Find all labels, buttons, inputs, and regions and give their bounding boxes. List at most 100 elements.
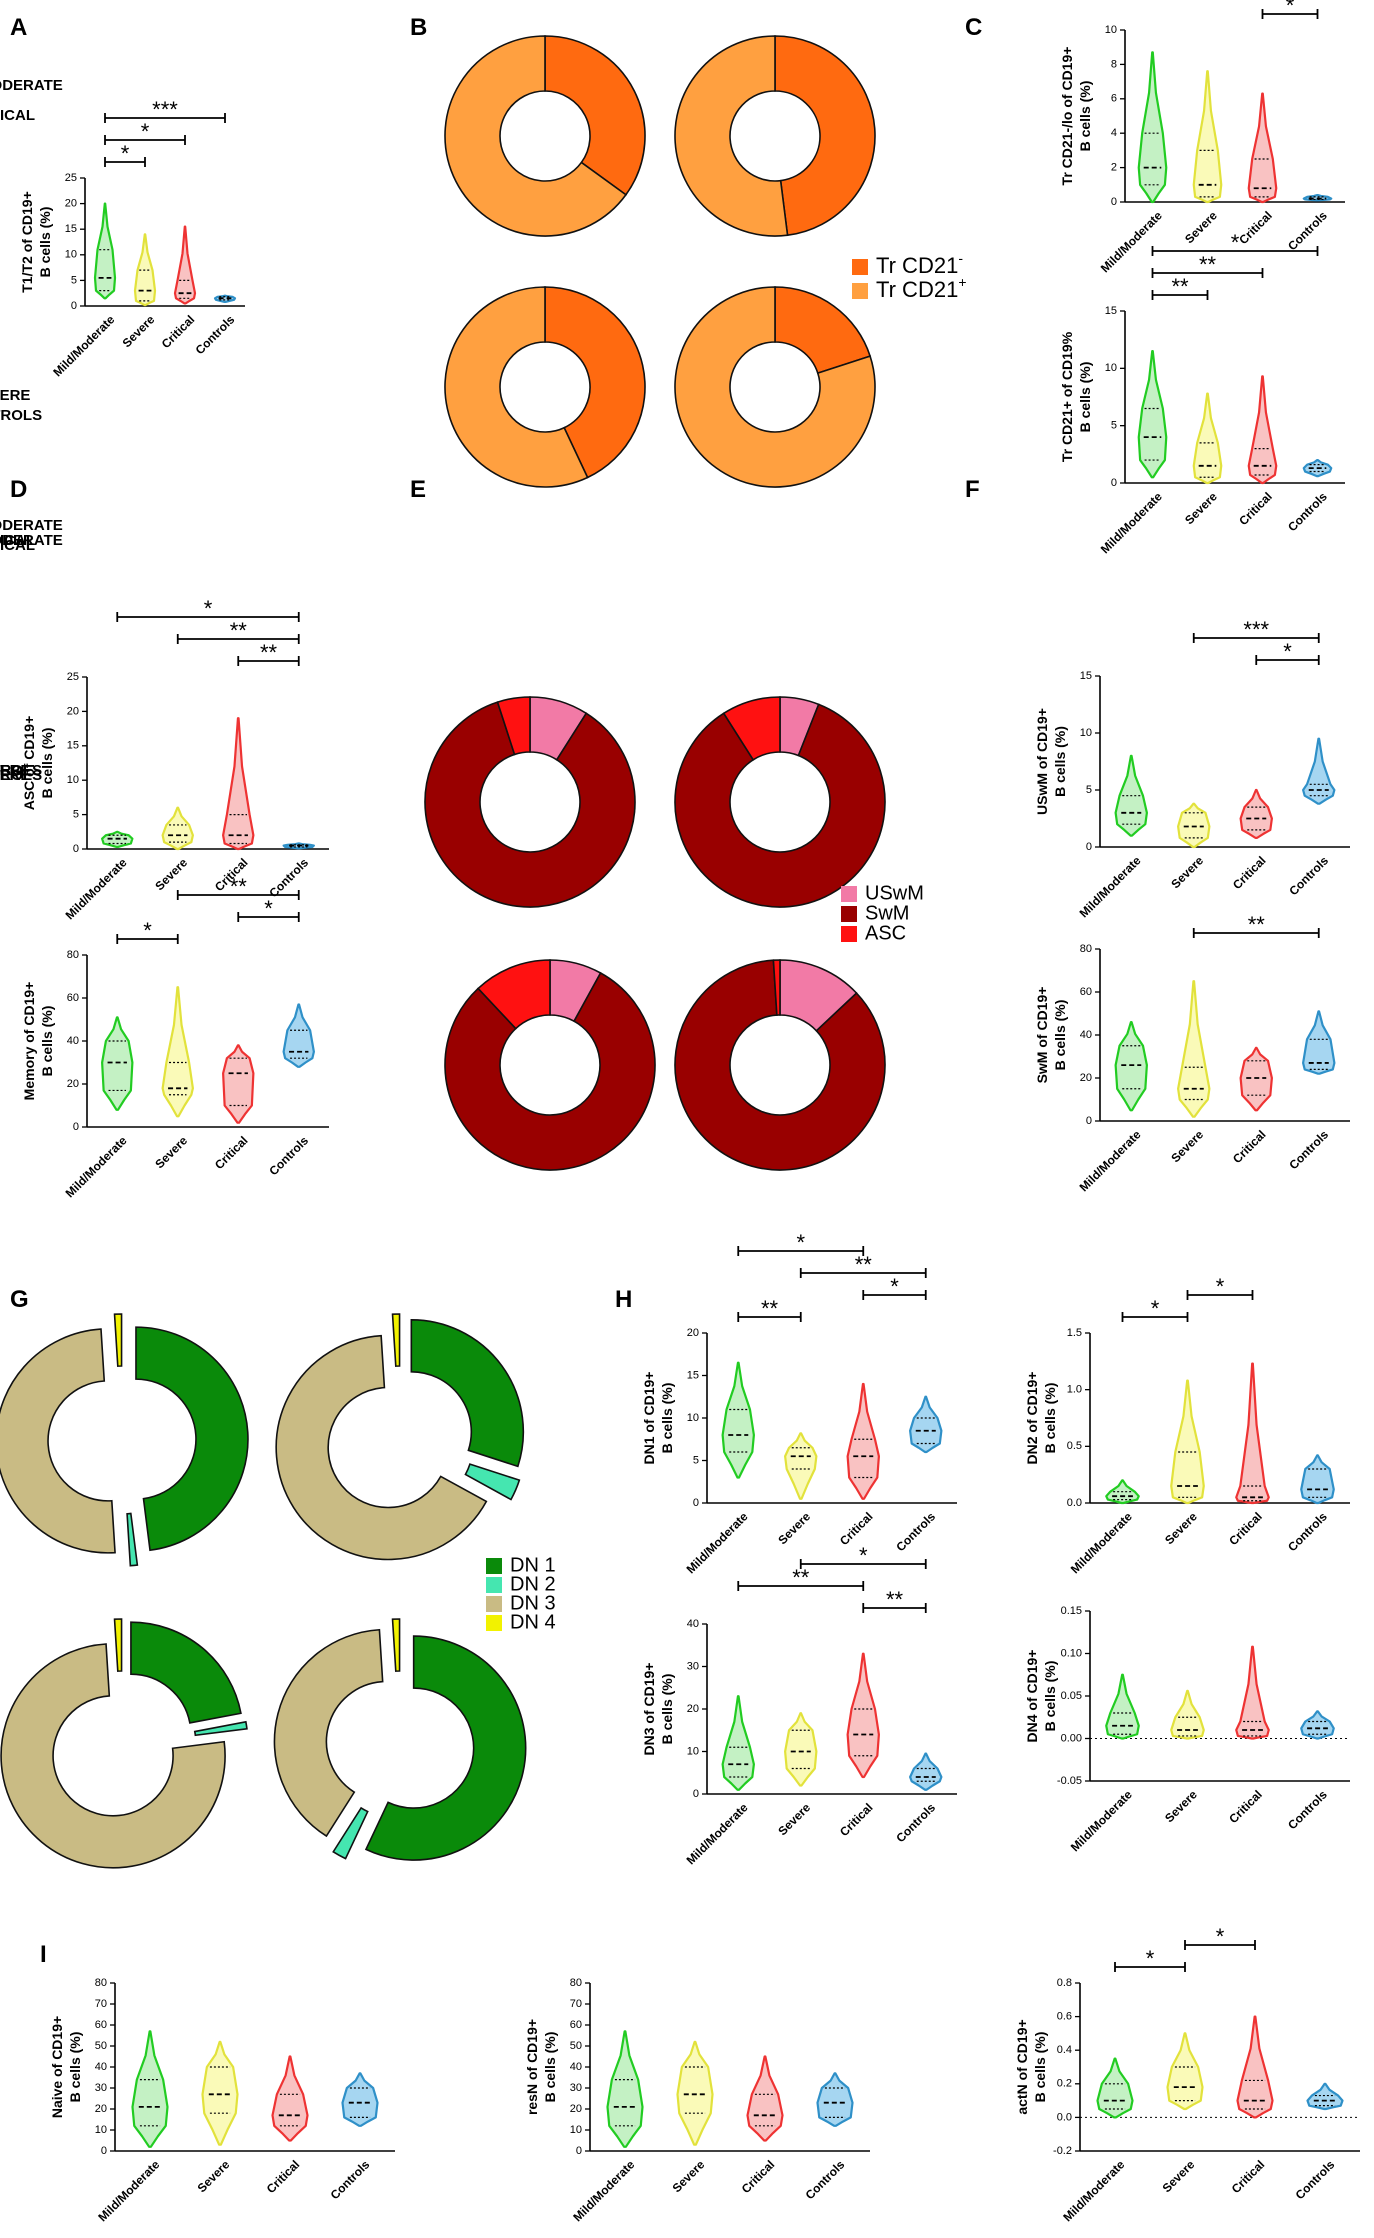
legend-swatch	[486, 1558, 502, 1574]
violin-mild-moderate	[1114, 1021, 1148, 1112]
y-axis-label: DN4 of CD19+ B cells (%)	[1024, 1650, 1058, 1743]
x-tick-label: Mild/Moderate	[1098, 489, 1165, 556]
violin-panel-a: 0 5 10 15 20 25 T1/T2 of CD19+ B cells (%) Mild/…	[19, 97, 245, 379]
y-tick-label: 10	[95, 2124, 107, 2136]
y-tick-label: 40	[570, 2061, 582, 2073]
donut-e-1: MILD/MODERATE	[0, 517, 636, 908]
significance-label: *	[1146, 1946, 1155, 1971]
y-tick-label: 40	[95, 2061, 107, 2073]
legend-label: DN 2	[510, 1573, 556, 1595]
y-tick-label: 20	[67, 705, 79, 717]
significance-label: *	[1151, 1296, 1160, 1321]
violin-critical	[1235, 1645, 1270, 1740]
y-axis-label: Tr CD21+ of CD19% B cells (%)	[1059, 331, 1093, 462]
panel-letter-c: C	[965, 14, 982, 41]
y-axis-label-line: Memory of CD19+	[21, 982, 37, 1101]
y-axis-label-line: B cells (%)	[37, 207, 53, 278]
significance-label: *	[264, 896, 273, 921]
y-tick-label: -0.05	[1057, 1775, 1082, 1787]
legend-label: DN 4	[510, 1611, 556, 1633]
legend-swatch	[841, 886, 857, 902]
donut-slice	[444, 286, 589, 488]
y-tick-label: 20	[687, 1327, 699, 1339]
y-tick-label: 0	[1111, 477, 1117, 489]
x-tick-label: Controls	[193, 312, 238, 357]
violin-panel-h3: 0 10 20 30 40 DN3 of CD19+ B cells (%) Mild/Mod…	[641, 1543, 957, 1867]
y-axis-label-line: actN of CD19+	[1014, 2019, 1030, 2114]
y-tick-label: 80	[570, 1977, 582, 1989]
x-tick-label: Critical	[837, 1509, 876, 1548]
y-tick-label: 0.6	[1057, 2011, 1072, 2023]
significance-label: **	[886, 1587, 904, 1612]
y-axis-label-line: B cells (%)	[659, 1674, 675, 1745]
y-tick-label: 60	[1080, 986, 1092, 998]
donut-slice	[135, 1326, 249, 1552]
violin-mild-moderate	[101, 1016, 134, 1111]
donut-slice	[424, 701, 636, 908]
donut-e-4: CONTROLS	[0, 767, 886, 1171]
y-axis-label-line: B cells (%)	[1032, 2032, 1048, 2103]
y-tick-label: 15	[65, 223, 77, 235]
x-tick-label: Controls	[803, 2157, 848, 2202]
y-tick-label: 80	[1080, 943, 1092, 955]
y-tick-label: 1.0	[1067, 1384, 1082, 1396]
donut-e-3: CRITICAL	[0, 537, 656, 1171]
violin-panel-i2: 0 10 20 30 40 50 60 70 80 resN of CD19+ B cells (%…	[524, 1977, 870, 2224]
donut-slice	[772, 959, 781, 1016]
x-tick-label: Critical	[1230, 853, 1269, 892]
significance-label: **	[260, 640, 278, 665]
donut-slice	[391, 1313, 401, 1367]
y-tick-label: 10	[1080, 727, 1092, 739]
donut-slice	[674, 959, 886, 1171]
y-tick-label: 10	[570, 2124, 582, 2136]
violin-panel-i3: -0.2 0.0 0.2 0.4 0.6 0.8 actN of CD19+ B cells …	[1014, 1924, 1360, 2224]
violin-mild-moderate	[721, 1695, 755, 1791]
significance-label: *	[890, 1274, 899, 1299]
donut-slice	[275, 1334, 488, 1561]
y-axis-label-line: resN of CD19+	[524, 2019, 540, 2115]
y-tick-label: 20	[67, 1078, 79, 1090]
x-tick-label: Critical	[1236, 489, 1275, 528]
donut-slice	[444, 971, 656, 1171]
y-tick-label: 1.5	[1067, 1327, 1082, 1339]
x-tick-label: Critical	[212, 1133, 251, 1172]
legend-label: SwM	[865, 902, 909, 924]
violin-critical	[1239, 1046, 1273, 1112]
significance-label: **	[792, 1565, 810, 1590]
legend-swatch	[841, 906, 857, 922]
y-tick-label: 10	[687, 1745, 699, 1757]
y-tick-label: 0.10	[1061, 1647, 1082, 1659]
donut-slice	[0, 1643, 226, 1869]
y-axis-label-line: DN4 of CD19+	[1024, 1650, 1040, 1743]
donut-slice	[126, 1512, 139, 1567]
x-tick-label: Critical	[1236, 208, 1275, 247]
y-tick-label: 0.0	[1057, 2111, 1072, 2123]
violin-critical	[1247, 92, 1278, 204]
significance-label: *	[121, 141, 130, 166]
violin-severe	[676, 2040, 714, 2146]
y-tick-label: 20	[570, 2103, 582, 2115]
significance-label: *	[1283, 639, 1292, 664]
x-tick-label: Mild/Moderate	[570, 2157, 637, 2224]
y-axis-label-line: B cells (%)	[1052, 1000, 1068, 1071]
legend-b: Tr CD21-Tr CD21+	[852, 250, 967, 302]
significance-label: *	[1286, 0, 1295, 18]
donut-g-1: MILD/MODERATE	[0, 77, 249, 1567]
y-tick-label: 60	[67, 992, 79, 1004]
violin-critical	[222, 717, 255, 851]
y-tick-label: 0	[1086, 841, 1092, 853]
x-tick-label: Controls	[328, 2157, 373, 2202]
significance-label: *	[1231, 230, 1240, 255]
violin-mild-moderate	[1096, 2057, 1134, 2119]
violin-mild-moderate	[1105, 1673, 1140, 1740]
violin-severe	[161, 986, 194, 1118]
y-tick-label: 20	[65, 198, 77, 210]
donut-slice	[674, 286, 876, 488]
violin-controls	[909, 1752, 943, 1791]
significance-label: *	[204, 596, 213, 621]
violin-controls	[282, 1003, 315, 1068]
